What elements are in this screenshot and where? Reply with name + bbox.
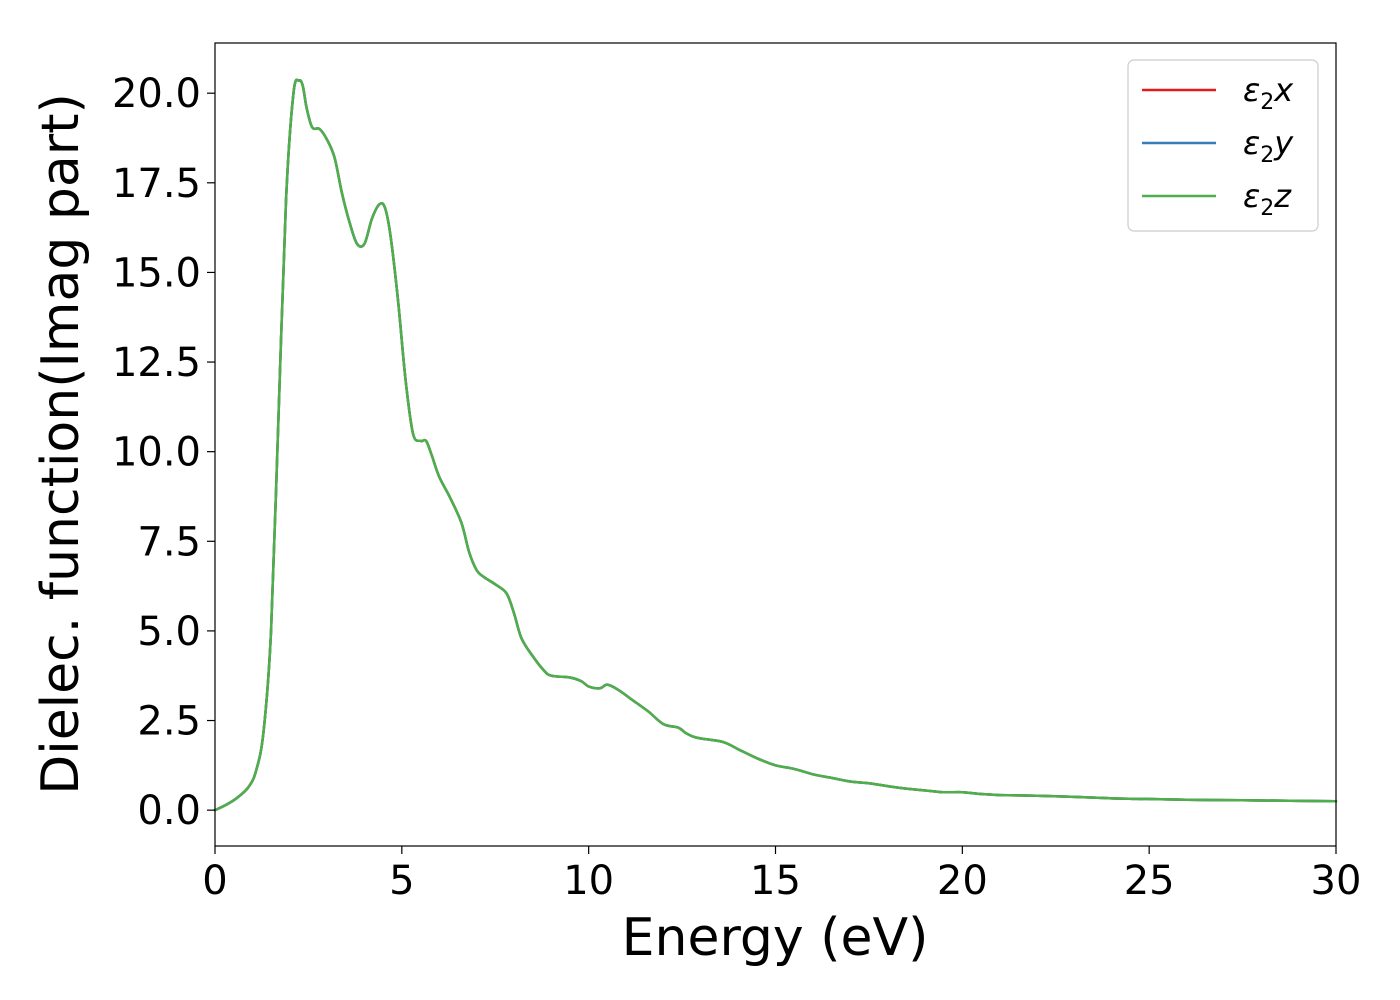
y-tick-label: 12.5 xyxy=(112,340,201,386)
x-axis-label: Energy (eV) xyxy=(622,908,929,968)
legend-label-z: ε2z xyxy=(1243,177,1292,221)
legend: ε2x ε2y ε2z xyxy=(1127,59,1319,232)
legend-label-x: ε2x xyxy=(1243,71,1294,115)
y-tick-label: 5.0 xyxy=(137,609,201,655)
y-tick-label: 7.5 xyxy=(137,519,201,565)
x-tick-label: 5 xyxy=(389,858,414,904)
y-tick-label: 10.0 xyxy=(112,430,201,476)
y-tick-label: 15.0 xyxy=(112,250,201,296)
y-tick-label: 20.0 xyxy=(112,71,201,117)
series-line-z xyxy=(213,78,1338,812)
x-tick-label: 30 xyxy=(1311,858,1362,904)
x-tick-label: 10 xyxy=(563,858,614,904)
x-tick-label: 20 xyxy=(937,858,988,904)
x-axis-ticks: 0 5 10 15 20 25 30 xyxy=(202,846,1361,904)
legend-label-y: ε2y xyxy=(1243,124,1294,168)
x-tick-label: 15 xyxy=(750,858,801,904)
x-tick-label: 25 xyxy=(1124,858,1175,904)
x-tick-label: 0 xyxy=(202,858,227,904)
y-tick-label: 0.0 xyxy=(137,788,201,834)
y-tick-label: 2.5 xyxy=(137,699,201,745)
y-axis-ticks: 0.0 2.5 5.0 7.5 10.0 12.5 15.0 17.5 20.0 xyxy=(112,71,215,834)
legend-items: ε2x ε2y ε2z xyxy=(1142,71,1294,221)
legend-box xyxy=(1127,59,1319,232)
y-axis-label: Dielec. function(Imag part) xyxy=(31,93,91,795)
y-tick-label: 17.5 xyxy=(112,161,201,207)
series-layer xyxy=(213,78,1338,812)
